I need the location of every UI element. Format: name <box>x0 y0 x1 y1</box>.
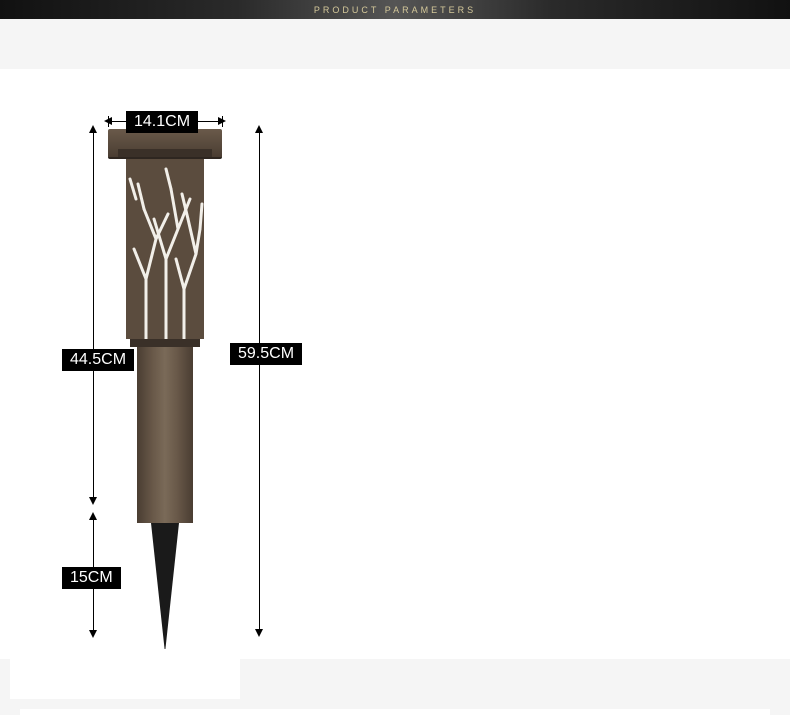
dimension-diagram: 14.1CM 44.5CM 59.5CM 15CM <box>0 69 370 659</box>
arrow-up-icon <box>89 512 97 520</box>
dim-line-total <box>259 129 260 635</box>
tree-cutout-icon <box>126 159 204 339</box>
arrow-down-icon <box>89 630 97 638</box>
arrow-left-icon <box>104 117 112 125</box>
right-panel-bg <box>370 69 790 659</box>
product-lantern <box>126 159 204 339</box>
arrow-up-icon <box>255 125 263 133</box>
product-post <box>137 347 193 523</box>
product-cap <box>108 129 222 159</box>
dim-label-body: 44.5CM <box>62 349 134 371</box>
arrow-up-icon <box>89 125 97 133</box>
dim-label-total: 59.5CM <box>230 343 302 365</box>
bottom-strip <box>20 709 770 715</box>
header-title: PRODUCT PARAMETERS <box>314 5 476 15</box>
arrow-down-icon <box>255 629 263 637</box>
header-bar: PRODUCT PARAMETERS <box>0 0 790 19</box>
bottom-white-block <box>10 649 240 699</box>
dim-line-body <box>93 129 94 503</box>
product-stake <box>151 523 179 653</box>
dim-label-stake: 15CM <box>62 567 121 589</box>
content-area: 14.1CM 44.5CM 59.5CM 15CM <box>0 19 790 679</box>
product-illustration <box>108 129 222 653</box>
arrow-down-icon <box>89 497 97 505</box>
arrow-right-icon <box>218 117 226 125</box>
dim-label-width: 14.1CM <box>126 111 198 133</box>
